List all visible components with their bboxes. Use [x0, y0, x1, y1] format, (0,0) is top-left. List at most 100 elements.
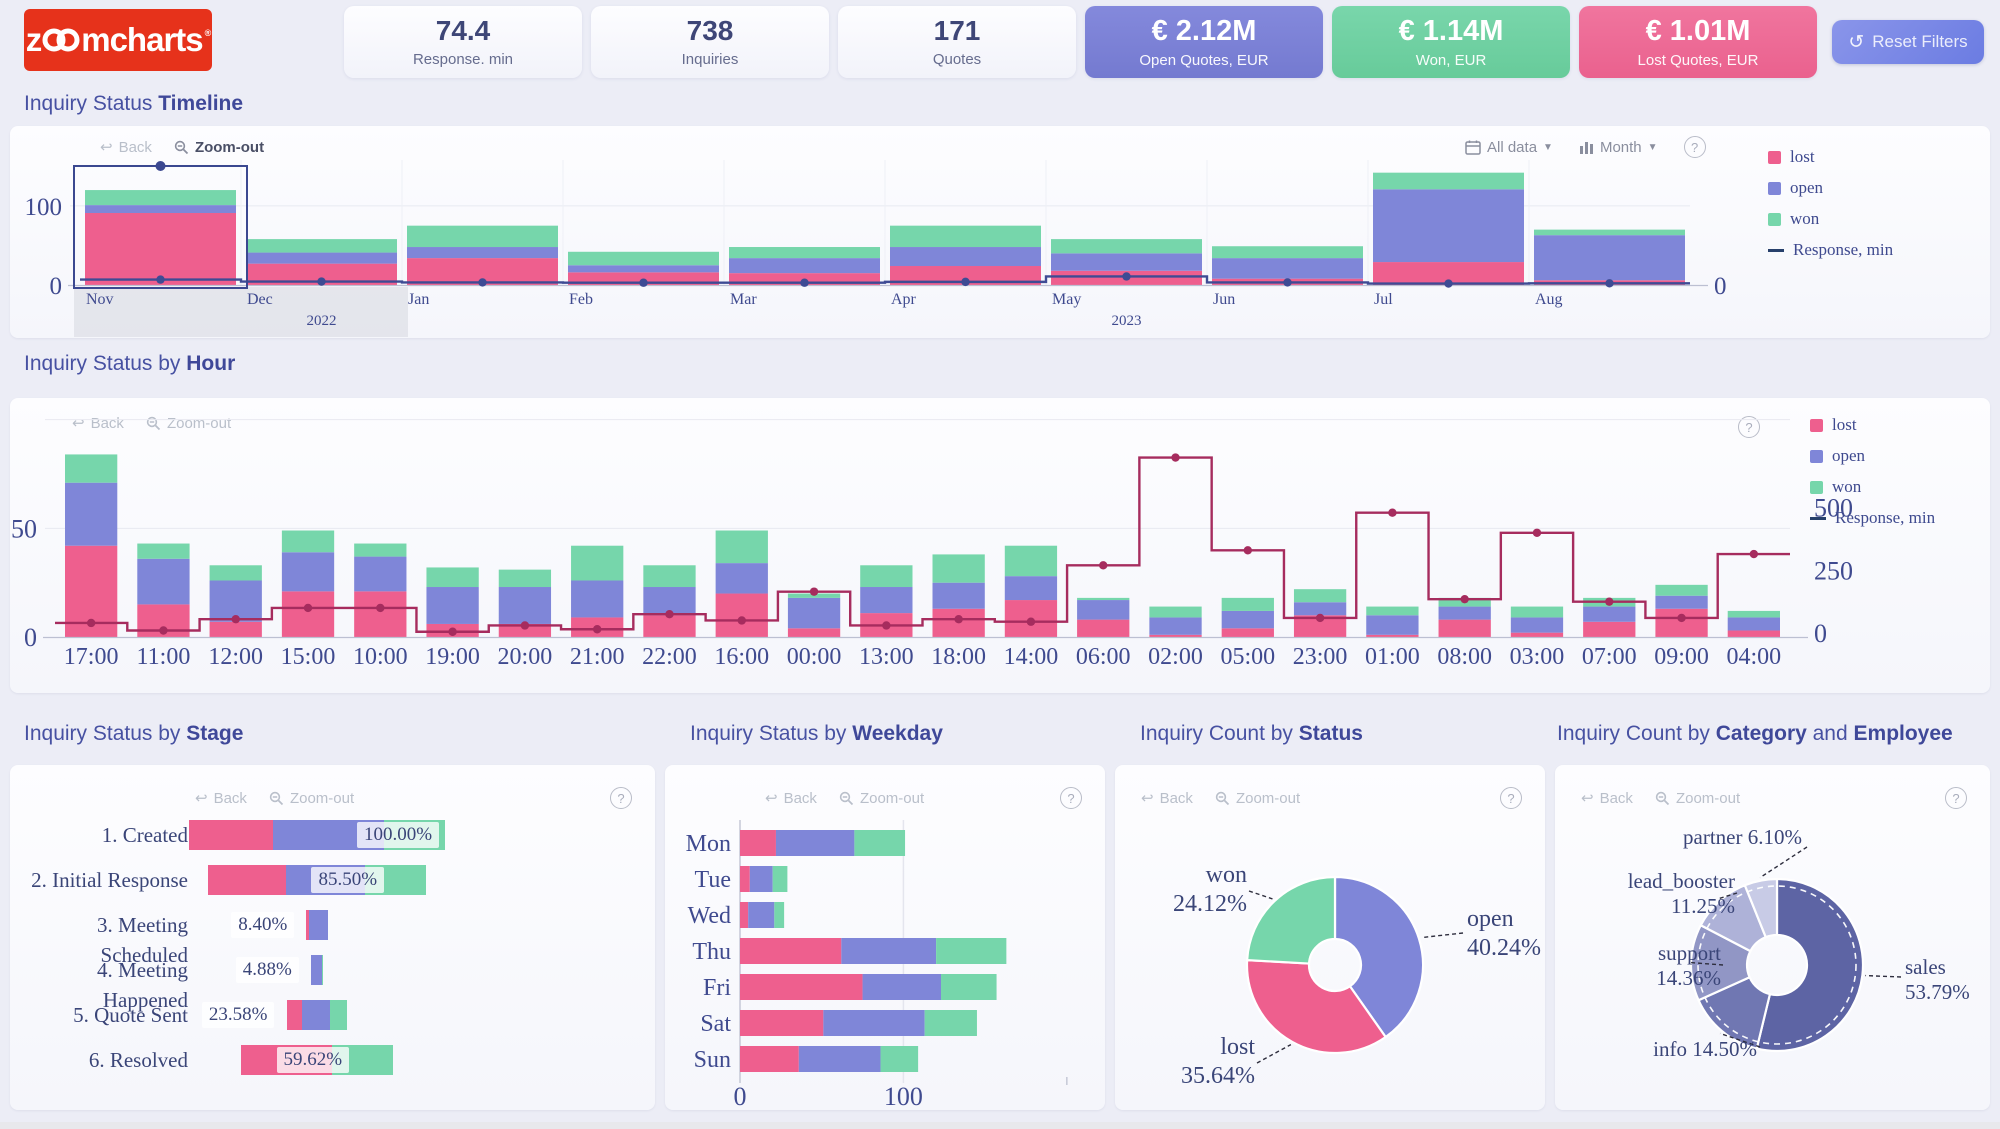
response-line-point[interactable]	[882, 621, 891, 630]
bar-segment-open[interactable]	[798, 1046, 881, 1072]
response-line-point[interactable]	[954, 615, 963, 624]
help-icon[interactable]: ?	[1945, 787, 1967, 809]
help-icon[interactable]: ?	[1060, 787, 1082, 809]
bar-segment-won[interactable]	[643, 565, 696, 588]
weekday-label[interactable]: Sat	[700, 1011, 731, 1037]
response-line-point[interactable]	[665, 610, 674, 619]
bar-segment-won[interactable]	[1366, 606, 1419, 616]
bar-segment-lost[interactable]	[740, 902, 749, 928]
bar-segment-open[interactable]	[1149, 617, 1202, 635]
bar-segment-open[interactable]	[1534, 235, 1685, 281]
bar-segment-open[interactable]	[787, 597, 841, 629]
x-axis-category-label[interactable]: Aug	[1535, 291, 1563, 308]
x-axis-category-label[interactable]: Apr	[891, 291, 917, 308]
x-axis-category-label[interactable]: 16:00	[714, 644, 769, 670]
bar-segment-open[interactable]	[1077, 600, 1130, 620]
response-line-point[interactable]	[1026, 617, 1036, 626]
bar-segment-won[interactable]	[932, 554, 985, 583]
bar-segment-open[interactable]	[407, 247, 558, 259]
weekday-label[interactable]: Mon	[686, 831, 731, 857]
bar-segment-won[interactable]	[246, 239, 397, 253]
donut-slice-lost[interactable]	[1245, 959, 1387, 1055]
response-line-point[interactable]	[448, 627, 457, 636]
response-line-point[interactable]	[1099, 561, 1108, 570]
bar-segment-won[interactable]	[890, 225, 1041, 248]
bar-segment-won[interactable]	[498, 569, 552, 588]
x-axis-category-label[interactable]: 15:00	[281, 644, 336, 670]
bar-segment-won[interactable]	[85, 190, 236, 206]
legend-item-lost[interactable]: lost	[1810, 414, 1935, 436]
legend-item-open[interactable]: open	[1768, 177, 1893, 199]
stage-bar-segment-won[interactable]	[321, 955, 324, 985]
bar-segment-open[interactable]	[209, 580, 262, 622]
response-line-point[interactable]	[1171, 453, 1180, 462]
x-axis-category-label[interactable]: Jan	[408, 291, 429, 308]
bar-segment-lost[interactable]	[1583, 621, 1636, 637]
response-line-point[interactable]	[1605, 597, 1614, 606]
stage-bar-segment-lost[interactable]	[286, 1000, 302, 1030]
bar-segment-won[interactable]	[568, 251, 719, 266]
x-axis-category-label[interactable]: 18:00	[931, 644, 986, 670]
response-line-point[interactable]	[1122, 272, 1131, 281]
legend-item-open[interactable]: open	[1810, 445, 1935, 467]
response-line-point[interactable]	[1532, 528, 1542, 537]
bar-segment-won[interactable]	[772, 866, 788, 892]
bar-segment-lost[interactable]	[890, 266, 1041, 285]
back-button[interactable]: ↩ Back	[100, 138, 152, 157]
bar-segment-won[interactable]	[281, 530, 335, 553]
x-axis-category-label[interactable]: Nov	[86, 291, 114, 308]
bar-segment-open[interactable]	[1366, 615, 1419, 635]
donut-slice-won[interactable]	[1246, 875, 1337, 965]
bar-segment-open[interactable]	[354, 556, 407, 592]
bar-segment-won[interactable]	[1221, 597, 1274, 611]
stage-bar-segment-open[interactable]	[301, 1000, 330, 1030]
bar-segment-open[interactable]	[65, 482, 118, 546]
bar-segment-open[interactable]	[568, 265, 719, 273]
bar-segment-lost[interactable]	[85, 213, 236, 285]
bar-segment-lost[interactable]	[740, 1010, 824, 1036]
zoom-out-button[interactable]: Zoom-out	[1215, 790, 1300, 807]
bar-segment-lost[interactable]	[1655, 608, 1708, 637]
response-line-point[interactable]	[478, 278, 487, 287]
x-axis-category-label[interactable]: 12:00	[208, 644, 263, 670]
bar-segment-won[interactable]	[571, 545, 624, 581]
bar-segment-won[interactable]	[1293, 589, 1347, 603]
response-line-point[interactable]	[156, 275, 165, 284]
stage-bar[interactable]	[306, 910, 328, 940]
bar-segment-lost[interactable]	[740, 938, 842, 964]
back-button[interactable]: ↩ Back	[765, 789, 817, 808]
response-line-point[interactable]	[800, 278, 809, 287]
selection-handle[interactable]	[155, 161, 166, 171]
bar-segment-open[interactable]	[1051, 253, 1202, 271]
weekday-label[interactable]: Sun	[694, 1047, 731, 1073]
x-axis-category-label[interactable]: 14:00	[1004, 644, 1059, 670]
response-line-point[interactable]	[520, 621, 530, 630]
response-line-point[interactable]	[1243, 546, 1253, 555]
donut-slice-sales[interactable]	[1755, 877, 1865, 1053]
bar-segment-open[interactable]	[860, 587, 913, 614]
x-axis-category-label[interactable]: May	[1052, 291, 1081, 308]
range-dropdown[interactable]: All data ▼	[1465, 139, 1553, 156]
bar-segment-won[interactable]	[880, 1046, 919, 1072]
bar-segment-open[interactable]	[1655, 595, 1708, 609]
back-button[interactable]: ↩ Back	[1581, 789, 1633, 808]
bar-segment-open[interactable]	[1293, 602, 1347, 616]
response-line-point[interactable]	[1315, 613, 1325, 623]
bar-segment-open[interactable]	[862, 974, 941, 1000]
response-line-point[interactable]	[159, 626, 168, 635]
bar-segment-lost[interactable]	[787, 628, 841, 637]
bar-segment-open[interactable]	[246, 252, 397, 264]
x-axis-category-label[interactable]: Jul	[1374, 291, 1393, 308]
bar-segment-won[interactable]	[1655, 584, 1708, 596]
bar-segment-won[interactable]	[860, 565, 913, 588]
response-line-point[interactable]	[317, 277, 326, 286]
bar-segment-lost[interactable]	[1373, 262, 1524, 285]
stage-bar-segment-open[interactable]	[310, 955, 322, 985]
x-axis-category-label[interactable]: 09:00	[1654, 644, 1709, 670]
bar-segment-open[interactable]	[1004, 576, 1058, 601]
weekday-label[interactable]: Tue	[695, 867, 731, 893]
bar-segment-lost[interactable]	[1366, 634, 1419, 637]
zoom-out-button[interactable]: Zoom-out	[839, 790, 924, 807]
response-line-point[interactable]	[1677, 613, 1686, 623]
x-axis-category-label[interactable]: 19:00	[425, 644, 480, 670]
